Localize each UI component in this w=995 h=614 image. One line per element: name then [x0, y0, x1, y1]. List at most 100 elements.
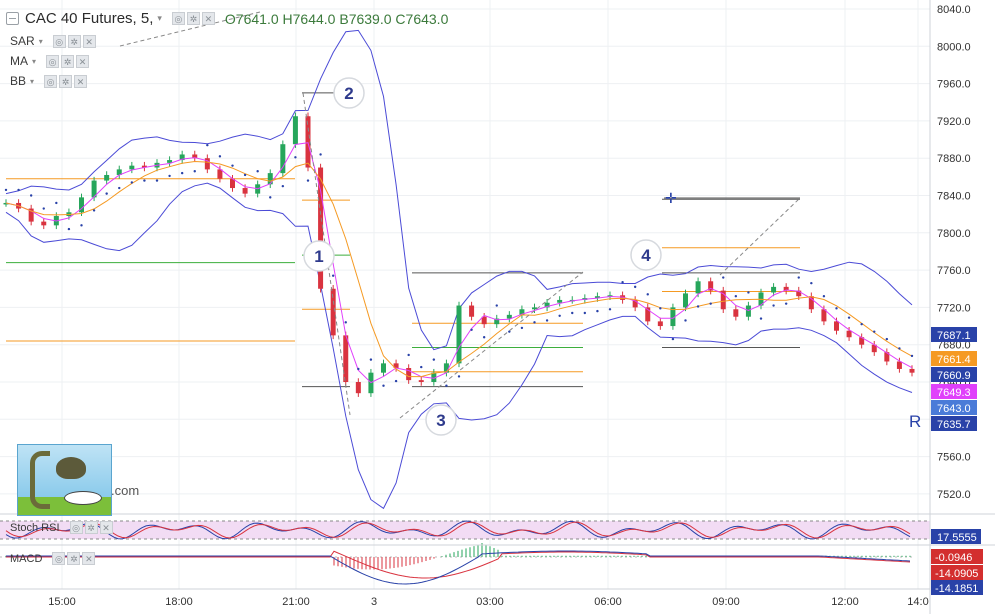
low-value: B7639.0	[339, 10, 392, 27]
close-icon[interactable]: ✕	[82, 34, 96, 48]
price-tag-label: 7649.3	[937, 387, 971, 399]
high-value: H7644.0	[282, 10, 336, 27]
indicator-buttons: ◎ ✲ ✕	[52, 34, 96, 48]
time-axis[interactable]: 15:00 18:00 21:00 3 03:00 06:00 09:00 12:00 14:0	[48, 596, 928, 608]
close-icon[interactable]: ✕	[82, 552, 96, 565]
gear-icon[interactable]: ✲	[67, 552, 81, 565]
indicator-label: MA	[10, 54, 28, 68]
close-icon[interactable]: ✕	[74, 74, 88, 88]
symbol-title[interactable]: CAC 40 Futures, 5,	[25, 10, 154, 27]
logo-mascot	[17, 444, 112, 516]
ohlc-values: O7641.0 H7644.0 B7639.0 C7643.0	[225, 11, 448, 27]
chevron-down-icon[interactable]: ▾	[157, 13, 162, 23]
candle-body	[733, 309, 739, 317]
sar-dot	[797, 276, 800, 279]
candle-body	[330, 288, 336, 336]
candle-body	[708, 281, 714, 291]
sar-dot	[394, 379, 398, 383]
sar-dot	[55, 201, 58, 205]
gear-icon[interactable]: ✲	[59, 74, 73, 88]
chevron-down-icon[interactable]: ▾	[32, 56, 37, 66]
indicator-buttons: ◎ ✲ ✕	[44, 74, 88, 88]
chevron-down-icon[interactable]: ▾	[38, 36, 43, 46]
collapse-icon[interactable]	[6, 12, 19, 25]
price-tag-box	[931, 416, 977, 431]
sar-dot	[533, 321, 536, 324]
candle-body	[129, 165, 135, 170]
x-tick-label: 06:00	[594, 596, 622, 608]
sar-dot	[508, 330, 511, 333]
candle-body	[355, 382, 361, 394]
gear-icon[interactable]: ✲	[186, 12, 200, 25]
open-value: O7641.0	[224, 10, 279, 27]
candle-body	[116, 169, 122, 175]
candle-body	[796, 290, 802, 297]
eye-icon[interactable]: ◎	[69, 521, 83, 534]
grid	[0, 0, 930, 589]
stoch-rsi-label[interactable]: Stoch RSI ◎ ✲ ✕	[10, 521, 113, 534]
eye-icon[interactable]: ◎	[52, 34, 66, 48]
close-icon[interactable]: ✕	[76, 54, 90, 68]
candle-body	[91, 180, 97, 198]
pane-buttons: ◎ ✲ ✕	[69, 521, 113, 534]
sar-dot	[382, 384, 385, 387]
macd-label[interactable]: MACD ◎ ✲ ✕	[10, 552, 96, 565]
indicator-ma[interactable]: MA ▾ ◎ ✲ ✕	[10, 54, 90, 68]
indicator-label: SAR	[10, 34, 35, 48]
x-tick-label: 3	[371, 596, 377, 608]
chevron-down-icon[interactable]: ▾	[30, 76, 35, 86]
eye-icon[interactable]: ◎	[171, 12, 185, 25]
gear-icon[interactable]: ✲	[67, 34, 81, 48]
candle-body	[104, 174, 110, 181]
sar-dot	[860, 322, 863, 326]
candle-body	[481, 316, 487, 325]
eye-icon[interactable]: ◎	[44, 74, 58, 88]
ma-slow-line	[5, 160, 913, 378]
wave-label-text: 1	[314, 247, 323, 266]
trend-line	[119, 11, 261, 47]
sar-dot	[17, 188, 20, 192]
r-marker[interactable]: R	[909, 412, 921, 431]
price-tag-box	[931, 327, 977, 342]
candle-body	[657, 321, 663, 327]
sar-dot	[105, 192, 108, 195]
sar-dot	[470, 328, 473, 331]
stoch-rsi-pane	[0, 520, 930, 540]
candle-body	[242, 188, 248, 194]
candle-body	[79, 197, 84, 213]
wave-label-text: 2	[344, 84, 353, 103]
close-icon[interactable]: ✕	[99, 521, 113, 534]
sar-dot	[155, 179, 159, 182]
y-tick-label: 8040.0	[937, 4, 971, 16]
gear-icon[interactable]: ✲	[61, 54, 75, 68]
eye-icon[interactable]: ◎	[52, 552, 66, 565]
sar-dot	[822, 295, 826, 298]
price-axis[interactable]: 8040.0 8000.0 7960.0 7920.0 7880.0 7840.0 7800…	[937, 4, 971, 501]
logo-head	[56, 457, 86, 479]
sar-dot	[621, 281, 624, 284]
candle-body	[3, 202, 9, 205]
indicator-bb[interactable]: BB ▾ ◎ ✲ ✕	[10, 74, 88, 88]
wave-label-text: 3	[436, 411, 445, 430]
wave-labels[interactable]: 1 2 3 4	[303, 77, 662, 436]
sar-dot	[847, 316, 851, 319]
x-tick-label: 12:00	[831, 596, 859, 608]
sar-dot	[885, 337, 889, 341]
macd-line	[6, 550, 911, 585]
macd-signal-line	[6, 550, 911, 579]
sar-dot	[646, 293, 649, 296]
candle-body	[443, 363, 449, 373]
sar-dot	[583, 311, 587, 315]
sar-dot	[143, 179, 146, 182]
macd-pane	[0, 542, 912, 585]
gear-icon[interactable]: ✲	[84, 521, 98, 534]
candle-body	[808, 296, 814, 310]
indicator-sar[interactable]: SAR ▾ ◎ ✲ ✕	[10, 34, 96, 48]
price-tag-label: 7660.9	[937, 370, 971, 382]
eye-icon[interactable]: ◎	[46, 54, 60, 68]
sar-dot	[734, 295, 738, 298]
sar-dot	[256, 170, 259, 173]
sar-dot	[243, 173, 247, 177]
close-icon[interactable]: ✕	[201, 12, 215, 25]
